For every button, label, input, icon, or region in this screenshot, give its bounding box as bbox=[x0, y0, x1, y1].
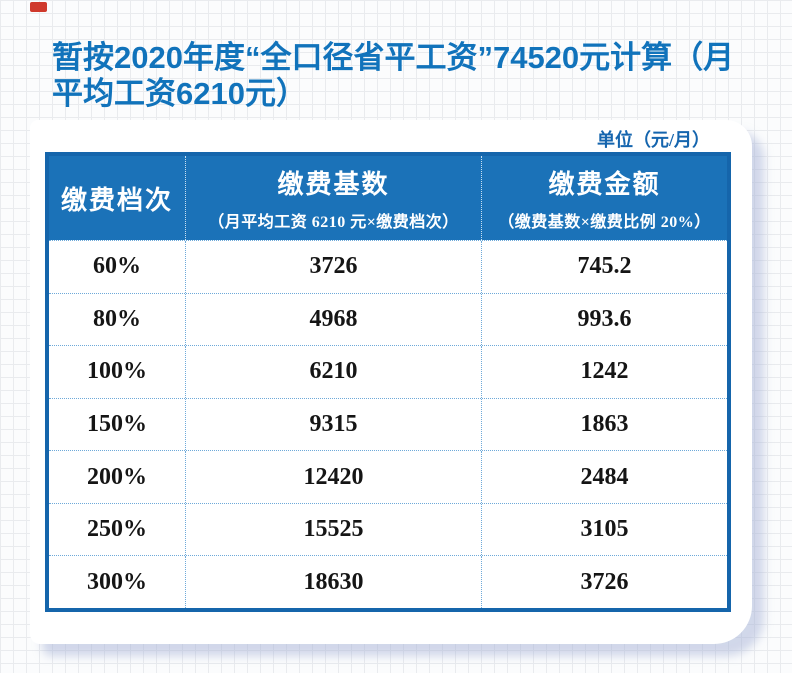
column-header-base-sublabel: （月平均工资 6210 元×缴费档次） bbox=[208, 214, 459, 231]
cell-tier: 250% bbox=[87, 516, 147, 543]
cell-amount: 1242 bbox=[481, 346, 727, 398]
column-header-amount: 缴费金额 （缴费基数×缴费比例 20%） bbox=[481, 156, 727, 240]
cell-tier: 60% bbox=[93, 253, 141, 280]
contribution-table: 缴费档次 缴费基数 （月平均工资 6210 元×缴费档次） 缴费金额 （缴费基数… bbox=[45, 152, 731, 612]
column-header-tier-label: 缴费档次 bbox=[60, 185, 173, 215]
cell-amount: 3105 bbox=[481, 503, 727, 556]
cell-tier: 100% bbox=[87, 358, 147, 385]
cell-base: 12420 bbox=[185, 451, 481, 503]
content-card: 单位（元/月） 缴费档次 缴费基数 （月平均工资 6210 元×缴费档次） 缴费… bbox=[30, 120, 752, 644]
column-header-amount-label: 缴费金额 bbox=[548, 170, 661, 199]
table-row: 200% 12420 2484 bbox=[49, 450, 727, 503]
cell-amount: 3726 bbox=[481, 556, 727, 609]
table-row: 300% 18630 3726 bbox=[49, 555, 727, 609]
column-header-tier: 缴费档次 bbox=[49, 156, 185, 240]
red-tape-decoration bbox=[30, 2, 47, 12]
cell-amount: 1863 bbox=[481, 398, 727, 451]
table-body: 60% 3726 745.2 80% 4968 993.6 100% 6210 … bbox=[49, 240, 727, 609]
cell-tier: 300% bbox=[87, 568, 147, 595]
cell-base: 4968 bbox=[185, 293, 481, 346]
cell-amount: 745.2 bbox=[481, 241, 727, 293]
column-header-base: 缴费基数 （月平均工资 6210 元×缴费档次） bbox=[185, 156, 481, 240]
cell-amount: 2484 bbox=[481, 451, 727, 503]
cell-base: 6210 bbox=[185, 346, 481, 398]
unit-note: 单位（元/月） bbox=[596, 130, 710, 150]
cell-amount: 993.6 bbox=[481, 293, 727, 346]
column-header-base-label: 缴费基数 bbox=[277, 170, 390, 199]
table-row: 150% 9315 1863 bbox=[49, 397, 727, 451]
table-row: 60% 3726 745.2 bbox=[49, 240, 727, 293]
cell-tier: 200% bbox=[87, 463, 147, 490]
page-title: 暂按2020年度“全口径省平工资”74520元计算（月平均工资6210元） bbox=[52, 40, 735, 111]
cell-base: 9315 bbox=[185, 398, 481, 451]
cell-base: 15525 bbox=[185, 503, 481, 556]
table-row: 100% 6210 1242 bbox=[49, 345, 727, 398]
cell-base: 3726 bbox=[185, 241, 481, 293]
column-header-amount-sublabel: （缴费基数×缴费比例 20%） bbox=[498, 214, 711, 231]
table-header-row: 缴费档次 缴费基数 （月平均工资 6210 元×缴费档次） 缴费金额 （缴费基数… bbox=[49, 156, 727, 240]
cell-tier: 150% bbox=[87, 411, 147, 438]
table-row: 80% 4968 993.6 bbox=[49, 292, 727, 346]
table-row: 250% 15525 3105 bbox=[49, 502, 727, 556]
cell-base: 18630 bbox=[185, 556, 481, 609]
cell-tier: 80% bbox=[93, 305, 141, 332]
